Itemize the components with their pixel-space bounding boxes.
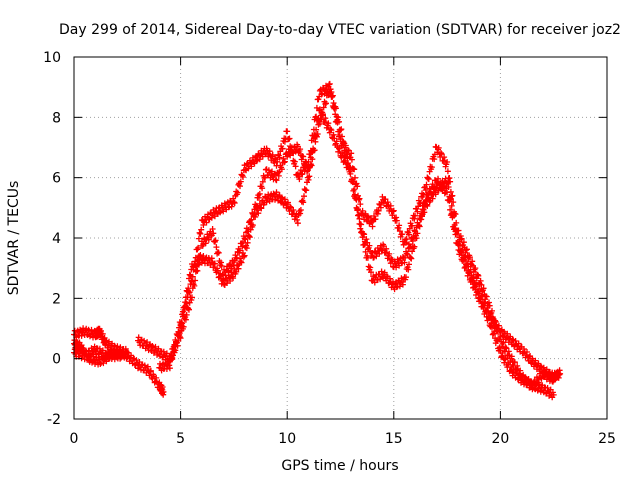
y-axis-label: SDTVAR / TECUs [6,181,22,296]
series-markers [166,106,557,401]
data-layer [71,80,564,401]
x-tick-label: 20 [491,431,509,447]
x-tick-label: 0 [70,431,79,447]
chart-title: Day 299 of 2014, Sidereal Day-to-day VTE… [59,22,621,38]
y-tick-label: 4 [52,231,61,247]
y-tick-label: -2 [47,412,61,428]
y-tick-label: 2 [52,291,61,307]
x-tick-label: 15 [385,431,403,447]
grid-lines [74,57,607,419]
y-tick-label: 0 [52,352,61,368]
axis-ticks: 0 5 10 15 20 25 -2 0 2 4 6 8 10 [43,50,616,447]
y-tick-label: 6 [52,171,61,187]
x-axis-label: GPS time / hours [281,458,398,474]
y-tick-label: 10 [43,50,61,66]
series-trace-f [166,106,557,401]
x-tick-label: 10 [278,431,296,447]
x-tick-label: 25 [598,431,616,447]
x-tick-label: 5 [176,431,185,447]
y-tick-label: 8 [52,110,61,126]
